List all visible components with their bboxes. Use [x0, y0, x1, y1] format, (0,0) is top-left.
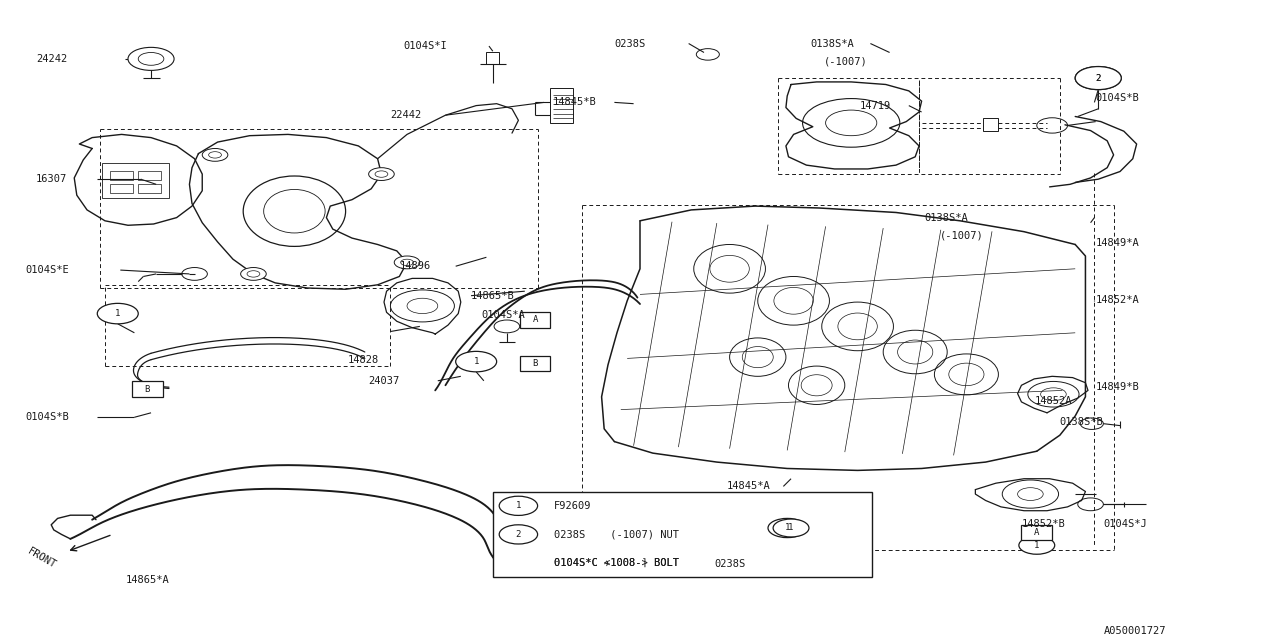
- Text: 0138S*B: 0138S*B: [1060, 417, 1103, 428]
- Circle shape: [456, 351, 497, 372]
- Text: 14865*A: 14865*A: [125, 575, 169, 586]
- Circle shape: [1019, 536, 1055, 554]
- Text: 14849*A: 14849*A: [1096, 238, 1139, 248]
- Circle shape: [768, 518, 806, 538]
- Text: F92609: F92609: [554, 501, 591, 511]
- Text: 0104S*A: 0104S*A: [481, 310, 525, 320]
- Text: 1: 1: [788, 524, 794, 532]
- Text: 1: 1: [1034, 541, 1039, 550]
- Text: 1: 1: [474, 357, 479, 366]
- Text: A: A: [1034, 528, 1039, 537]
- Text: 0104S*C <1008-> BOLT: 0104S*C <1008-> BOLT: [554, 558, 680, 568]
- Bar: [550, 88, 573, 123]
- Text: 0104S*B: 0104S*B: [1096, 93, 1139, 103]
- Text: 14852*B: 14852*B: [1021, 518, 1065, 529]
- Text: A050001727: A050001727: [1103, 626, 1166, 636]
- Text: 1: 1: [785, 524, 790, 532]
- Text: B: B: [532, 359, 538, 368]
- Bar: [983, 118, 998, 131]
- Circle shape: [401, 259, 413, 266]
- Text: 2: 2: [1096, 74, 1101, 83]
- Text: 0238S: 0238S: [614, 38, 645, 49]
- Text: (-1007): (-1007): [940, 230, 983, 241]
- Text: 16307: 16307: [36, 174, 67, 184]
- Text: B: B: [145, 385, 150, 394]
- Circle shape: [1075, 67, 1121, 90]
- Text: 14845*B: 14845*B: [553, 97, 596, 108]
- Text: 24242: 24242: [36, 54, 67, 64]
- Text: 0104S*I: 0104S*I: [403, 41, 447, 51]
- Circle shape: [209, 152, 221, 158]
- Circle shape: [97, 303, 138, 324]
- Circle shape: [138, 52, 164, 65]
- Text: 14852*A: 14852*A: [1096, 294, 1139, 305]
- Circle shape: [773, 519, 809, 537]
- Bar: [1021, 525, 1052, 540]
- Circle shape: [499, 496, 538, 515]
- Circle shape: [375, 171, 388, 177]
- Text: 0238S: 0238S: [714, 559, 745, 570]
- Bar: [132, 381, 163, 397]
- Text: 14828: 14828: [348, 355, 379, 365]
- Text: 2: 2: [1096, 74, 1101, 83]
- Bar: [520, 312, 550, 328]
- Text: FRONT: FRONT: [26, 546, 58, 570]
- Bar: [506, 548, 526, 575]
- Bar: [138, 184, 161, 193]
- Text: 0104S*J: 0104S*J: [1103, 518, 1147, 529]
- Text: 0138S*A: 0138S*A: [810, 38, 854, 49]
- Text: 24037: 24037: [369, 376, 399, 386]
- Bar: [486, 52, 499, 64]
- Text: 14896: 14896: [399, 261, 430, 271]
- Text: 0238S    (-1007) NUT: 0238S (-1007) NUT: [554, 529, 680, 540]
- Text: 2: 2: [516, 530, 521, 539]
- Text: 14719: 14719: [860, 100, 891, 111]
- Circle shape: [128, 47, 174, 70]
- Text: 14849*B: 14849*B: [1096, 381, 1139, 392]
- Bar: [138, 171, 161, 180]
- Bar: [110, 171, 133, 180]
- Text: A: A: [532, 316, 538, 324]
- Bar: [520, 356, 550, 371]
- Circle shape: [202, 148, 228, 161]
- Bar: [102, 163, 169, 198]
- Bar: [800, 520, 828, 536]
- Text: 22442: 22442: [390, 110, 421, 120]
- Text: 14845*A: 14845*A: [727, 481, 771, 492]
- Circle shape: [499, 525, 538, 544]
- Text: (-1007): (-1007): [824, 56, 868, 67]
- Text: 1: 1: [115, 309, 120, 318]
- Text: 0138S*A: 0138S*A: [924, 212, 968, 223]
- Circle shape: [241, 268, 266, 280]
- Text: 0104S*C ✈1008-⌉ BOLT: 0104S*C ✈1008-⌉ BOLT: [554, 558, 680, 568]
- Text: 0104S*E: 0104S*E: [26, 265, 69, 275]
- Text: 1: 1: [516, 501, 521, 510]
- Text: 14852A: 14852A: [1034, 396, 1071, 406]
- Bar: [493, 492, 872, 577]
- Circle shape: [1075, 67, 1121, 90]
- Text: 14865*B: 14865*B: [471, 291, 515, 301]
- Circle shape: [369, 168, 394, 180]
- Bar: [110, 184, 133, 193]
- Circle shape: [394, 256, 420, 269]
- Text: 0104S*B: 0104S*B: [26, 412, 69, 422]
- Circle shape: [247, 271, 260, 277]
